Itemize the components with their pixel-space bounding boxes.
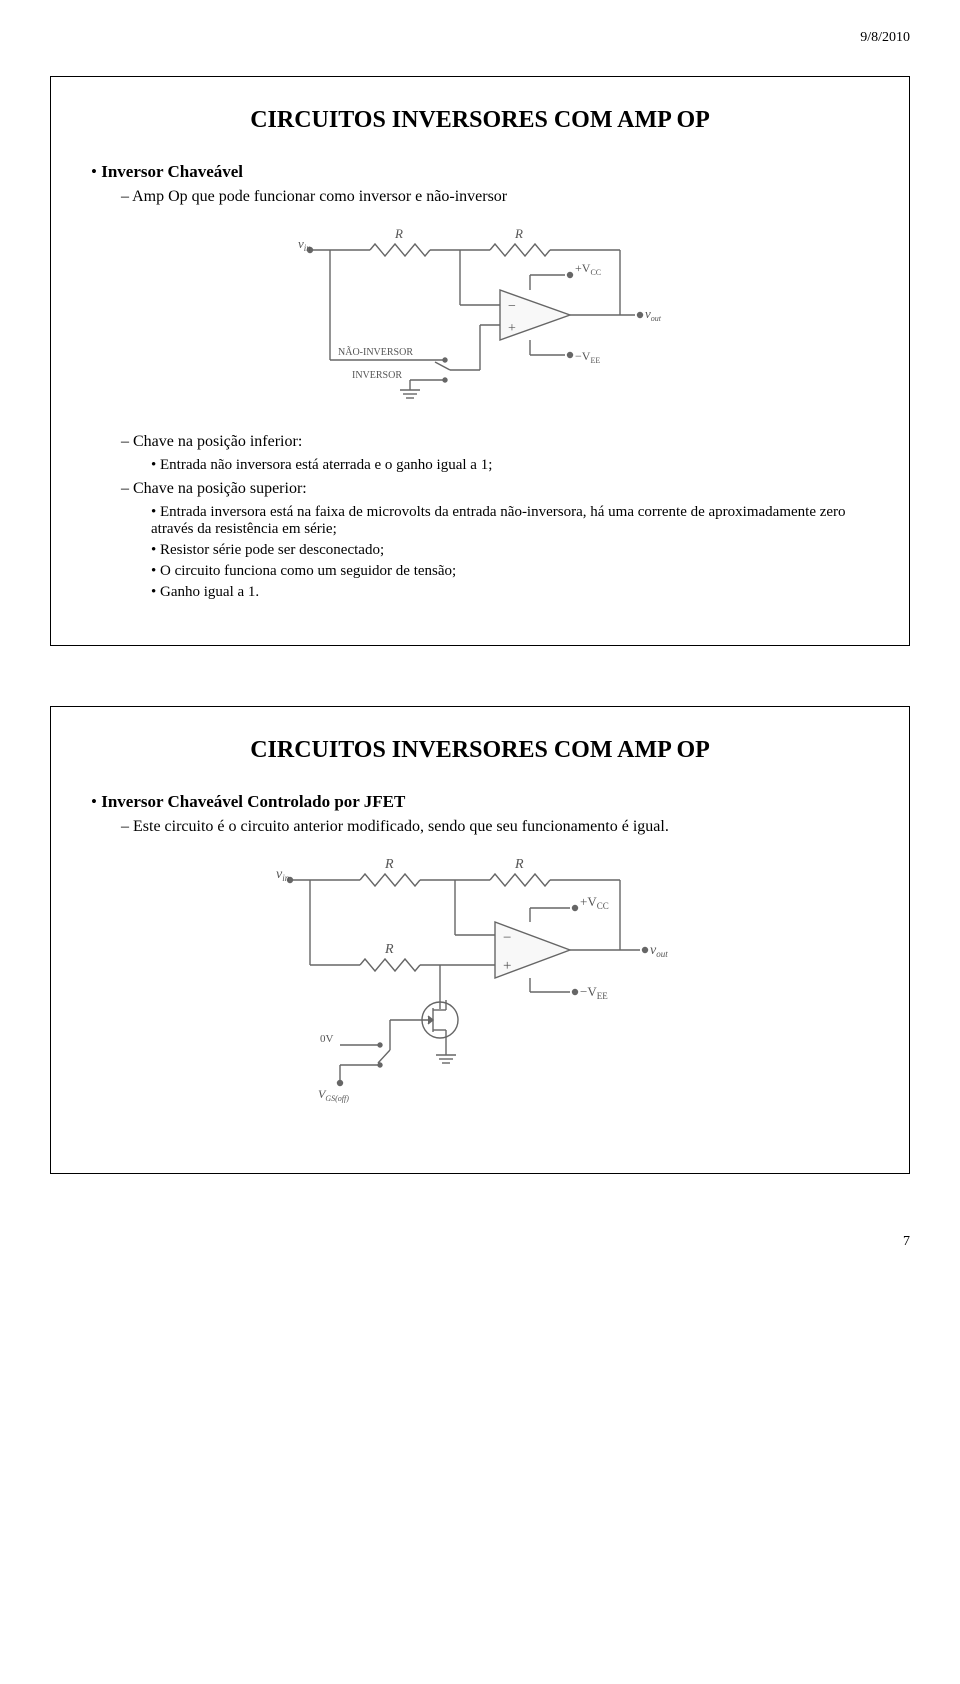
svg-text:R: R <box>394 226 403 241</box>
svg-text:R: R <box>514 226 523 241</box>
svg-text:R: R <box>514 857 524 872</box>
slide2-title: CIRCUITOS INVERSORES COM AMP OP <box>91 737 869 764</box>
svg-text:INVERSOR: INVERSOR <box>352 370 402 381</box>
header-date: 9/8/2010 <box>50 30 910 46</box>
slide1-bullet3b: Resistor série pode ser desconectado; <box>151 542 869 559</box>
svg-text:+: + <box>508 321 516 336</box>
svg-text:+: + <box>503 958 511 974</box>
slide2-bullet1a: Este circuito é o circuito anterior modi… <box>121 818 869 836</box>
svg-text:NÃO-INVERSOR: NÃO-INVERSOR <box>338 346 413 358</box>
slide2-circuit: vin R R R +VCC −VEE vout − + 0V VGS(off) <box>91 850 869 1115</box>
slide-2: CIRCUITOS INVERSORES COM AMP OP Inversor… <box>50 706 910 1174</box>
svg-text:vin: vin <box>276 867 290 883</box>
slide1-bullet2a: Entrada não inversora está aterrada e o … <box>151 457 869 474</box>
slide1-circuit: vin R R +VCC −VEE vout − + NÃO-INVERSOR … <box>91 220 869 415</box>
svg-text:vin: vin <box>298 236 311 253</box>
slide1-title: CIRCUITOS INVERSORES COM AMP OP <box>91 107 869 134</box>
svg-text:R: R <box>384 857 394 872</box>
svg-text:vout: vout <box>645 306 662 323</box>
slide1-bullet1a: Amp Op que pode funcionar como inversor … <box>121 188 869 206</box>
svg-text:−: − <box>508 299 516 314</box>
svg-text:+VCC: +VCC <box>575 261 601 277</box>
slide1-bullet3d: Ganho igual a 1. <box>151 584 869 601</box>
svg-text:vout: vout <box>650 943 668 959</box>
svg-text:−VEE: −VEE <box>575 349 600 365</box>
slide1-bullet3: Chave na posição superior: <box>121 480 869 498</box>
slide1-bullet2: Chave na posição inferior: <box>121 433 869 451</box>
svg-text:+VCC: +VCC <box>580 894 609 911</box>
slide1-bullet3c: O circuito funciona como um seguidor de … <box>151 563 869 580</box>
page-number: 7 <box>50 1234 910 1250</box>
svg-text:R: R <box>384 942 394 957</box>
svg-text:−: − <box>503 930 511 946</box>
slide1-bullet3a: Entrada inversora está na faixa de micro… <box>151 504 869 538</box>
svg-text:VGS(off): VGS(off) <box>318 1087 349 1103</box>
slide-1: CIRCUITOS INVERSORES COM AMP OP Inversor… <box>50 76 910 646</box>
slide1-bullet1: Inversor Chaveável <box>91 162 869 182</box>
svg-text:0V: 0V <box>320 1033 334 1045</box>
svg-text:−VEE: −VEE <box>580 984 608 1001</box>
slide2-bullet1: Inversor Chaveável Controlado por JFET <box>91 792 869 812</box>
